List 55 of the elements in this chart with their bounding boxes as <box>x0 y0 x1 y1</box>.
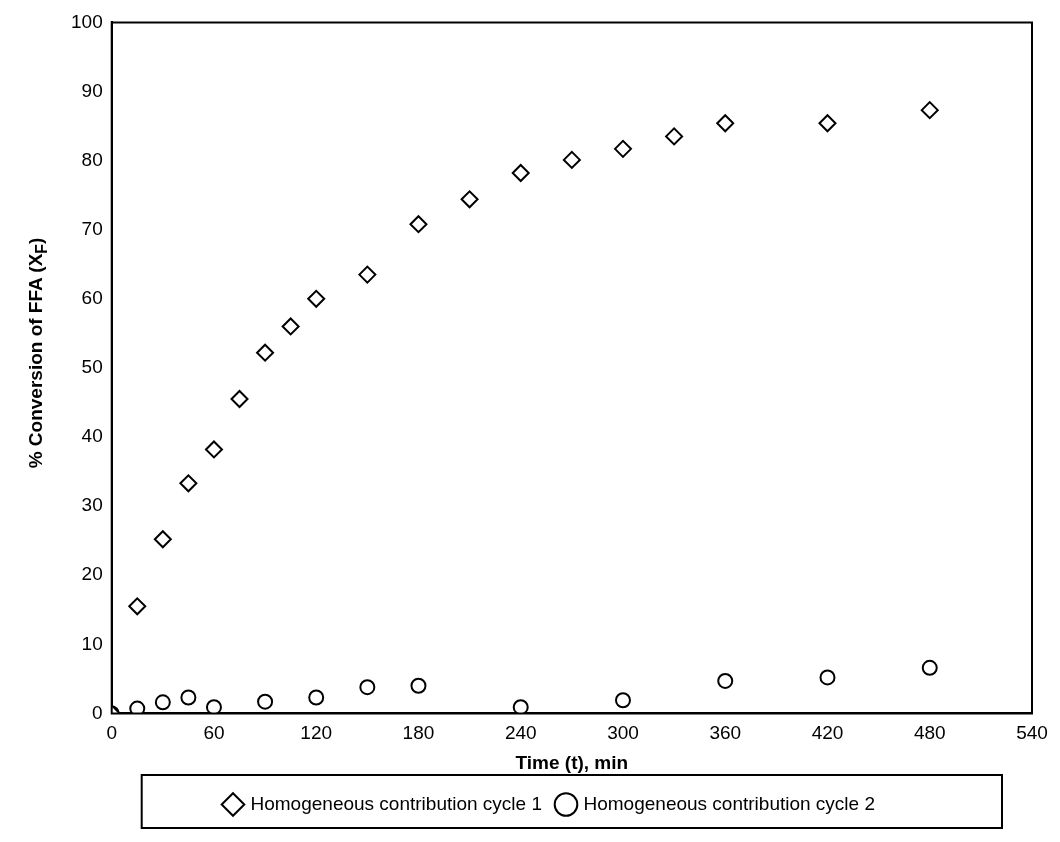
point <box>818 114 837 133</box>
point <box>614 692 631 709</box>
point <box>180 689 197 706</box>
y-tick-label: 90 <box>81 79 103 101</box>
point <box>179 474 198 493</box>
point <box>256 343 275 362</box>
point <box>359 679 376 696</box>
x-axis-title: Time (t), min <box>515 751 629 773</box>
legend-label: Homogeneous contribution cycle 2 <box>583 792 876 814</box>
point <box>205 699 222 714</box>
y-tick-label: 10 <box>81 632 103 654</box>
point <box>511 164 530 183</box>
x-tick-label: 240 <box>504 722 537 744</box>
point <box>128 597 147 616</box>
point <box>562 150 581 169</box>
point <box>409 215 428 234</box>
point <box>307 289 326 308</box>
y-tick-label: 30 <box>81 494 103 516</box>
x-tick-label: 300 <box>607 722 639 744</box>
x-tick-label: 60 <box>203 722 225 744</box>
point <box>460 190 479 209</box>
y-tick-label: 20 <box>81 563 103 585</box>
y-tick-label: 50 <box>81 356 103 378</box>
y-tick-label: 100 <box>71 10 103 32</box>
x-tick-label: 120 <box>300 722 333 744</box>
point <box>257 693 274 710</box>
point <box>154 694 171 711</box>
point <box>129 700 146 714</box>
x-tick-label: 420 <box>811 722 844 744</box>
y-tick-label: 70 <box>81 217 103 239</box>
point <box>204 440 223 459</box>
point <box>717 672 734 689</box>
x-tick-label: 180 <box>402 722 435 744</box>
y-tick-label: 40 <box>81 425 103 447</box>
point <box>716 114 735 133</box>
y-tick-label: 0 <box>92 701 103 723</box>
x-tick-label: 540 <box>1016 722 1048 744</box>
x-tick-label: 360 <box>709 722 742 744</box>
point <box>308 689 325 706</box>
point <box>153 530 172 549</box>
point <box>410 677 427 694</box>
point <box>281 317 300 336</box>
point <box>920 101 939 120</box>
point <box>819 669 836 686</box>
point <box>512 699 529 714</box>
y-tick-label: 80 <box>81 148 103 170</box>
point <box>230 390 249 408</box>
point <box>665 127 684 146</box>
x-tick-label: 480 <box>913 722 946 744</box>
point <box>921 659 938 676</box>
x-tick-label: 0 <box>106 722 117 744</box>
point <box>358 265 377 284</box>
point <box>613 139 632 158</box>
y-tick-label: 60 <box>81 287 103 309</box>
legend-label: Homogeneous contribution cycle 1 <box>250 792 543 814</box>
